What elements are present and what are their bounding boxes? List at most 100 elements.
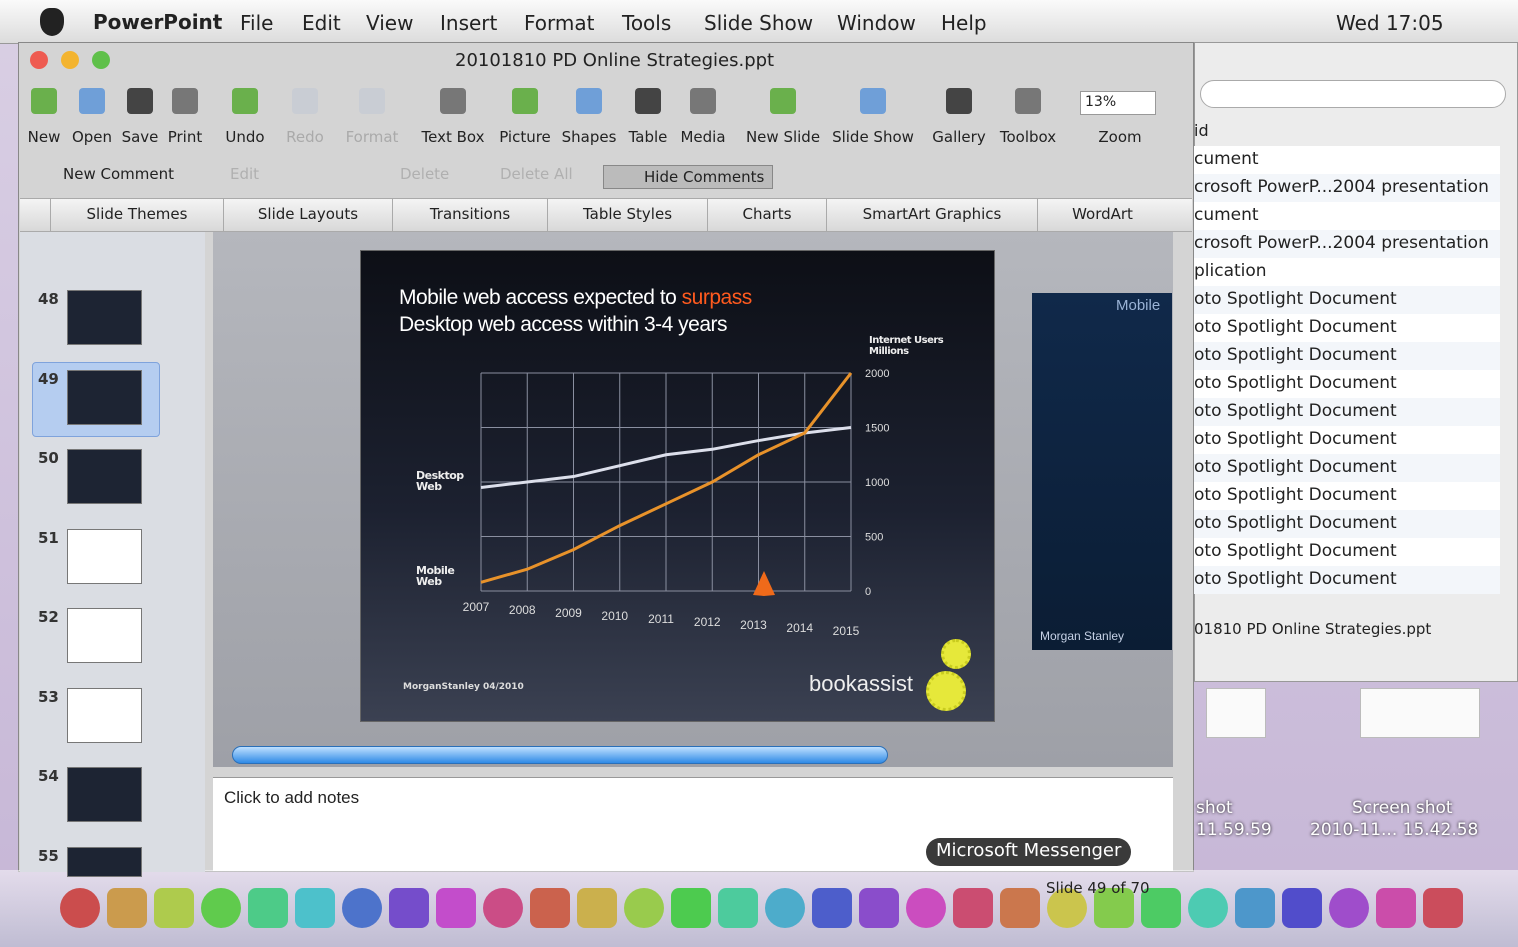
dock-icon[interactable] <box>859 888 899 928</box>
file-row[interactable]: oto Spotlight Document <box>1194 314 1500 342</box>
menu-item[interactable]: Tools <box>622 11 671 35</box>
toolbar-icon[interactable] <box>860 88 886 114</box>
dock-icon[interactable] <box>953 888 993 928</box>
file-row[interactable]: crosoft PowerP...2004 presentation <box>1194 230 1500 258</box>
dock-icon[interactable] <box>1000 888 1040 928</box>
dock-icon[interactable] <box>436 888 476 928</box>
comment-button[interactable]: Edit <box>230 165 259 183</box>
file-row[interactable]: oto Spotlight Document <box>1194 566 1500 594</box>
menu-item[interactable]: View <box>366 11 413 35</box>
menu-item[interactable]: Help <box>941 11 987 35</box>
dock-icon[interactable] <box>342 888 382 928</box>
toolbar-icon[interactable] <box>635 88 661 114</box>
toolbar-icon[interactable] <box>770 88 796 114</box>
toolbar-icon[interactable] <box>79 88 105 114</box>
ribbon-tab[interactable]: Slide Themes <box>50 199 223 231</box>
dock-icon[interactable] <box>577 888 617 928</box>
file-row[interactable]: oto Spotlight Document <box>1194 538 1500 566</box>
desktop-icon[interactable] <box>1360 688 1480 738</box>
dock-icon[interactable] <box>1282 888 1322 928</box>
dock-icon[interactable] <box>248 888 288 928</box>
window-button[interactable] <box>30 51 48 69</box>
dock-icon[interactable] <box>295 888 335 928</box>
file-row[interactable]: cument <box>1194 146 1500 174</box>
thumbnail[interactable] <box>67 449 142 504</box>
dock-icon[interactable] <box>483 888 523 928</box>
menu-item[interactable]: Window <box>837 11 916 35</box>
ribbon-tab[interactable]: Table Styles <box>547 199 707 231</box>
file-row[interactable]: oto Spotlight Document <box>1194 426 1500 454</box>
thumbnail[interactable] <box>67 529 142 584</box>
file-row[interactable]: oto Spotlight Document <box>1194 482 1500 510</box>
zoom-field[interactable]: 13% <box>1080 91 1156 115</box>
clock[interactable]: Wed 17:05 <box>1336 11 1444 35</box>
dock-icon[interactable] <box>60 888 100 928</box>
toolbar-button[interactable]: Zoom <box>1075 128 1165 146</box>
comment-button[interactable]: Delete All <box>500 165 573 183</box>
ribbon-tab[interactable]: WordArt <box>1037 199 1167 231</box>
dock-icon[interactable] <box>201 888 241 928</box>
toolbar-icon[interactable] <box>172 88 198 114</box>
dock-icon[interactable] <box>1329 888 1369 928</box>
notes-placeholder[interactable]: Click to add notes <box>224 788 359 808</box>
file-row[interactable]: oto Spotlight Document <box>1194 398 1500 426</box>
window-button[interactable] <box>92 51 110 69</box>
file-row[interactable]: oto Spotlight Document <box>1194 370 1500 398</box>
ribbon-tab[interactable]: SmartArt Graphics <box>826 199 1037 231</box>
desktop-icon[interactable] <box>1206 688 1266 738</box>
h-scrollbar[interactable] <box>232 746 888 764</box>
app-menu[interactable]: PowerPoint <box>93 10 222 34</box>
dock-icon[interactable] <box>624 888 664 928</box>
menu-item[interactable]: Edit <box>302 11 341 35</box>
comment-button[interactable]: Delete <box>400 165 449 183</box>
comment-button[interactable]: New Comment <box>63 165 174 183</box>
dock-icon[interactable] <box>1188 888 1228 928</box>
file-row[interactable]: oto Spotlight Document <box>1194 286 1500 314</box>
toolbar-button[interactable]: Slide Show <box>828 128 918 146</box>
toolbar-button[interactable]: Format <box>327 128 417 146</box>
toolbar-icon[interactable] <box>440 88 466 114</box>
toolbar-button[interactable]: New Slide <box>738 128 828 146</box>
toolbar-button[interactable]: Media <box>658 128 748 146</box>
dock-icon[interactable] <box>154 888 194 928</box>
toolbar-icon[interactable] <box>512 88 538 114</box>
dock-icon[interactable] <box>812 888 852 928</box>
toolbar-icon[interactable] <box>690 88 716 114</box>
toolbar-icon[interactable] <box>359 88 385 114</box>
search-field[interactable] <box>1200 80 1506 108</box>
toolbar-icon[interactable] <box>31 88 57 114</box>
file-row[interactable]: oto Spotlight Document <box>1194 454 1500 482</box>
toolbar-icon[interactable] <box>946 88 972 114</box>
dock-icon[interactable] <box>1376 888 1416 928</box>
dock-icon[interactable] <box>906 888 946 928</box>
file-row[interactable]: cument <box>1194 202 1500 230</box>
toolbar-icon[interactable] <box>127 88 153 114</box>
ribbon-tab[interactable]: Transitions <box>392 199 547 231</box>
menu-item[interactable]: File <box>240 11 273 35</box>
thumbnail[interactable] <box>67 688 142 743</box>
dock-icon[interactable] <box>107 888 147 928</box>
dock-icon[interactable] <box>1235 888 1275 928</box>
dock-icon[interactable] <box>1423 888 1463 928</box>
toolbar-button[interactable]: Toolbox <box>983 128 1073 146</box>
dock-icon[interactable] <box>671 888 711 928</box>
thumbnail[interactable] <box>67 370 142 425</box>
dock-icon[interactable] <box>389 888 429 928</box>
file-row[interactable]: oto Spotlight Document <box>1194 342 1500 370</box>
file-row[interactable]: crosoft PowerP...2004 presentation <box>1194 174 1500 202</box>
thumbnail[interactable] <box>67 847 142 877</box>
dock-icon[interactable] <box>718 888 758 928</box>
toolbar-icon[interactable] <box>576 88 602 114</box>
menu-item[interactable]: Slide Show <box>704 11 813 35</box>
file-row[interactable]: oto Spotlight Document <box>1194 510 1500 538</box>
dock-icon[interactable] <box>530 888 570 928</box>
toolbar-icon[interactable] <box>232 88 258 114</box>
toolbar-icon[interactable] <box>292 88 318 114</box>
comment-button[interactable]: Hide Comments <box>603 165 773 189</box>
thumbnail[interactable] <box>67 290 142 345</box>
thumbnail[interactable] <box>67 608 142 663</box>
menu-item[interactable]: Insert <box>440 11 497 35</box>
dock-icon[interactable] <box>765 888 805 928</box>
file-row[interactable]: plication <box>1194 258 1500 286</box>
window-button[interactable] <box>61 51 79 69</box>
